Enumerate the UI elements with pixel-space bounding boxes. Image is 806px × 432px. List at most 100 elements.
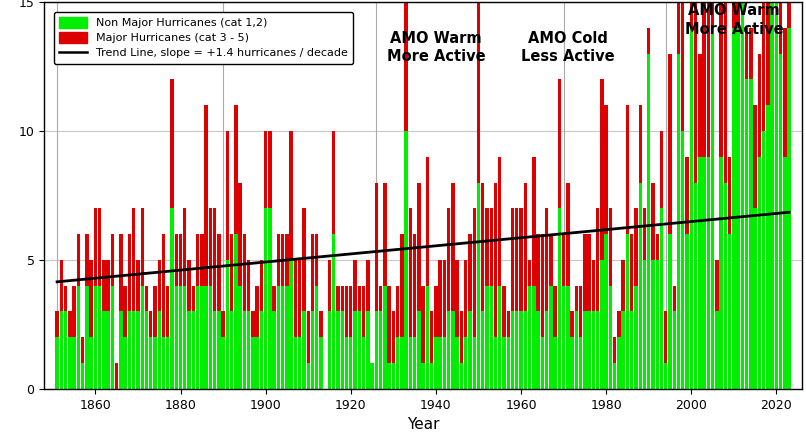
Bar bbox=[276, 234, 280, 286]
Bar bbox=[196, 286, 199, 389]
Bar bbox=[485, 208, 488, 286]
Bar bbox=[489, 208, 493, 286]
Bar bbox=[166, 286, 169, 337]
Bar bbox=[621, 311, 625, 389]
Bar bbox=[336, 286, 339, 311]
Bar bbox=[268, 131, 272, 208]
Bar bbox=[677, 2, 680, 54]
Bar bbox=[720, 157, 723, 389]
Bar bbox=[549, 286, 553, 389]
Bar bbox=[362, 337, 365, 389]
Bar bbox=[588, 311, 591, 389]
Bar bbox=[358, 286, 361, 311]
Bar bbox=[81, 363, 85, 389]
Bar bbox=[554, 286, 557, 337]
Bar bbox=[102, 260, 106, 311]
Bar bbox=[302, 311, 305, 389]
Bar bbox=[349, 286, 352, 337]
Bar bbox=[345, 286, 348, 337]
Bar bbox=[732, 0, 736, 28]
Bar bbox=[77, 286, 80, 389]
Bar bbox=[528, 286, 531, 389]
Bar bbox=[396, 337, 399, 389]
Bar bbox=[685, 234, 689, 389]
Bar bbox=[677, 54, 680, 389]
Bar bbox=[175, 286, 178, 389]
Bar bbox=[349, 337, 352, 389]
Bar bbox=[383, 286, 387, 389]
Bar bbox=[56, 337, 59, 389]
Bar bbox=[260, 311, 263, 389]
Bar bbox=[226, 131, 229, 260]
Bar bbox=[787, 0, 791, 28]
Bar bbox=[472, 208, 476, 337]
Bar bbox=[251, 337, 255, 389]
Bar bbox=[268, 208, 272, 389]
Bar bbox=[690, 28, 693, 389]
Bar bbox=[617, 311, 621, 337]
Bar bbox=[468, 234, 472, 311]
Bar bbox=[392, 363, 395, 389]
Bar bbox=[660, 208, 663, 389]
Bar bbox=[711, 0, 714, 28]
Bar bbox=[89, 260, 93, 337]
Bar bbox=[426, 286, 429, 389]
Bar bbox=[243, 311, 246, 389]
Bar bbox=[183, 286, 186, 389]
Bar bbox=[519, 311, 523, 389]
Bar bbox=[625, 105, 629, 234]
Bar bbox=[745, 28, 748, 79]
Bar bbox=[293, 337, 297, 389]
Bar bbox=[485, 286, 488, 389]
Bar bbox=[681, 131, 684, 389]
Bar bbox=[647, 54, 650, 389]
Bar bbox=[230, 311, 233, 389]
Bar bbox=[459, 363, 463, 389]
Bar bbox=[375, 311, 378, 389]
Bar bbox=[209, 286, 212, 389]
Bar bbox=[507, 337, 510, 389]
Bar bbox=[230, 234, 233, 311]
Bar bbox=[396, 286, 399, 337]
Bar bbox=[625, 234, 629, 389]
Legend: Non Major Hurricanes (cat 1,2), Major Hurricanes (cat 3 - 5), Trend Line, slope : Non Major Hurricanes (cat 1,2), Major Hu… bbox=[54, 12, 353, 64]
Bar bbox=[128, 311, 131, 389]
Bar bbox=[536, 311, 540, 389]
Bar bbox=[187, 260, 191, 311]
Bar bbox=[98, 286, 102, 389]
Bar bbox=[175, 234, 178, 286]
Bar bbox=[388, 363, 391, 389]
Bar bbox=[119, 234, 123, 311]
Bar bbox=[575, 286, 578, 311]
Bar bbox=[434, 337, 438, 389]
Bar bbox=[157, 311, 161, 389]
Bar bbox=[638, 105, 642, 183]
Bar bbox=[507, 311, 510, 337]
Bar bbox=[455, 337, 459, 389]
Bar bbox=[315, 234, 318, 286]
Bar bbox=[515, 311, 518, 389]
Bar bbox=[477, 0, 480, 183]
Bar bbox=[341, 311, 344, 389]
Bar bbox=[451, 183, 455, 311]
Bar bbox=[779, 0, 783, 54]
Bar bbox=[532, 286, 535, 389]
Bar bbox=[502, 286, 505, 337]
Bar bbox=[306, 311, 310, 363]
Bar bbox=[459, 311, 463, 363]
Bar bbox=[192, 286, 195, 311]
Bar bbox=[630, 234, 634, 311]
Bar bbox=[136, 311, 139, 389]
Bar bbox=[319, 337, 322, 389]
Bar bbox=[541, 337, 544, 389]
Bar bbox=[541, 234, 544, 337]
Bar bbox=[771, 0, 774, 2]
Bar bbox=[642, 208, 646, 260]
Bar bbox=[281, 234, 285, 286]
Bar bbox=[256, 286, 259, 337]
Bar bbox=[698, 157, 701, 389]
Bar bbox=[85, 234, 89, 286]
Bar bbox=[737, 28, 740, 389]
Bar bbox=[311, 311, 314, 389]
Bar bbox=[281, 286, 285, 389]
